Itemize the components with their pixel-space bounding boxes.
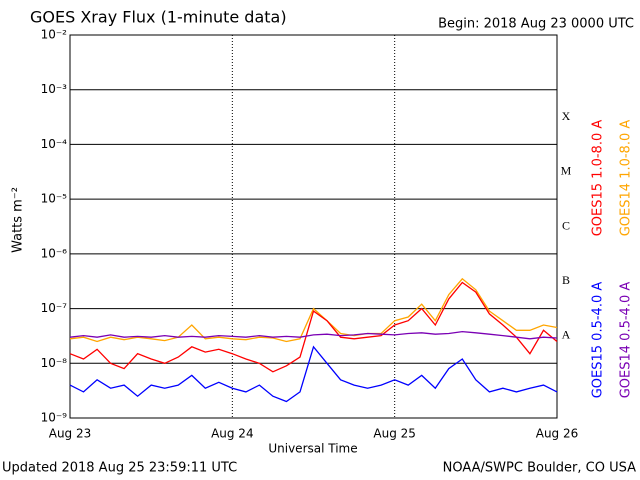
- y-tick-label: 10⁻⁴: [41, 137, 68, 151]
- series-line: [69, 345, 558, 403]
- legend-entry: GOES14 1.0-8.0 A: [619, 120, 634, 237]
- x-tick-label: Aug 23: [49, 427, 92, 441]
- y-axis-label: Watts m⁻²: [11, 187, 26, 253]
- footer-left: Updated 2018 Aug 25 23:59:11 UTC: [2, 461, 237, 476]
- y-tick-label: 10⁻⁸: [41, 356, 68, 370]
- legend-entry: GOES14 0.5-4.0 A: [619, 282, 634, 399]
- legend-entry: GOES15 0.5-4.0 A: [591, 282, 606, 399]
- series-line: [69, 330, 558, 340]
- y-tick-label: 10⁻⁹: [41, 411, 68, 425]
- y-tick-label: 10⁻²: [41, 28, 68, 42]
- flare-class-label: X: [562, 109, 571, 123]
- y-tick-label: 10⁻⁶: [41, 246, 68, 260]
- flare-class-label: C: [562, 218, 570, 232]
- series-line: [69, 277, 558, 343]
- footer-right: NOAA/SWPC Boulder, CO USA: [443, 461, 636, 476]
- flare-class-label: B: [562, 273, 570, 287]
- x-tick-label: Aug 25: [373, 427, 416, 441]
- x-axis-label: Universal Time: [268, 442, 357, 456]
- y-tick-label: 10⁻³: [41, 82, 68, 96]
- flare-class-label: A: [562, 328, 571, 342]
- y-tick-label: 10⁻⁷: [41, 301, 68, 315]
- flare-class-label: M: [561, 164, 572, 178]
- chart-title: GOES Xray Flux (1-minute data): [30, 8, 287, 27]
- legend-entry: GOES15 1.0-8.0 A: [591, 120, 606, 237]
- series-line: [69, 281, 558, 373]
- x-tick-label: Aug 26: [536, 427, 579, 441]
- y-tick-label: 10⁻⁵: [41, 192, 68, 206]
- x-tick-label: Aug 24: [211, 427, 254, 441]
- chart-subtitle: Begin: 2018 Aug 23 0000 UTC: [438, 17, 634, 32]
